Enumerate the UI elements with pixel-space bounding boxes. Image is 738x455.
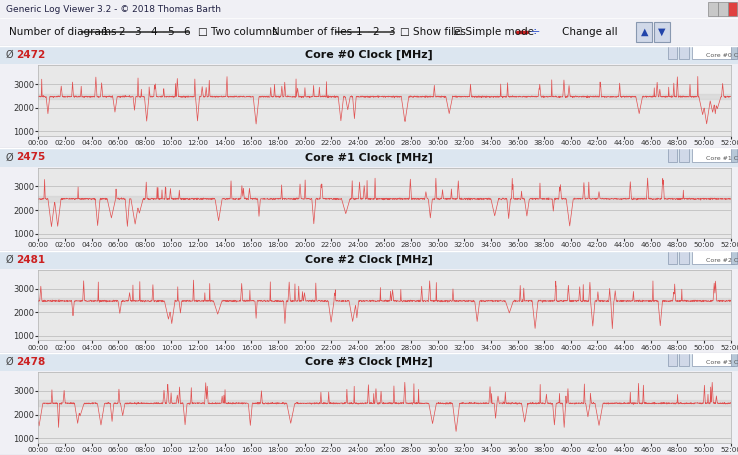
Circle shape	[162, 31, 189, 32]
Text: □ Two columns: □ Two columns	[198, 27, 277, 37]
Text: ÷: ÷	[530, 25, 540, 39]
Text: Core #3 Clock [MHz]: Core #3 Clock [MHz]	[706, 359, 738, 364]
Circle shape	[368, 31, 394, 32]
Text: 3: 3	[134, 27, 141, 37]
Circle shape	[114, 31, 140, 32]
Text: ▼: ▼	[658, 27, 666, 37]
Text: Ø: Ø	[6, 357, 13, 367]
Text: □ Show files: □ Show files	[400, 27, 466, 37]
Bar	[0, 148, 738, 167]
Text: 2481: 2481	[16, 255, 45, 265]
Bar	[731, 276, 737, 366]
Circle shape	[97, 31, 124, 32]
Text: Number of files: Number of files	[272, 27, 352, 37]
Text: Core #0 Clock [MHz]: Core #0 Clock [MHz]	[305, 50, 433, 61]
Text: Core #0 Clock [MHz]: Core #0 Clock [MHz]	[706, 53, 738, 58]
Bar	[731, 0, 737, 59]
FancyBboxPatch shape	[636, 22, 652, 42]
Circle shape	[351, 31, 378, 32]
FancyBboxPatch shape	[668, 276, 677, 366]
Text: ☑ Simple mode: ☑ Simple mode	[453, 27, 534, 37]
Text: 1: 1	[102, 27, 108, 37]
Text: Ø: Ø	[6, 152, 13, 162]
FancyBboxPatch shape	[708, 2, 718, 16]
Text: 2472: 2472	[16, 50, 46, 60]
Bar	[0, 251, 738, 269]
Text: 4: 4	[151, 27, 157, 37]
Bar	[692, 71, 734, 162]
Text: Core #2 Clock [MHz]: Core #2 Clock [MHz]	[305, 254, 433, 265]
Text: Core #2 Clock [MHz]: Core #2 Clock [MHz]	[706, 257, 738, 262]
FancyBboxPatch shape	[679, 71, 689, 162]
FancyBboxPatch shape	[668, 71, 677, 162]
Text: 2: 2	[372, 27, 379, 37]
Bar	[731, 71, 737, 162]
Bar	[0, 46, 738, 65]
Circle shape	[130, 31, 156, 32]
FancyBboxPatch shape	[728, 2, 737, 16]
Text: Core #3 Clock [MHz]: Core #3 Clock [MHz]	[305, 357, 433, 367]
Bar	[38, 94, 731, 100]
Bar	[692, 276, 734, 366]
Bar	[692, 174, 734, 264]
Text: Ø: Ø	[6, 50, 13, 60]
Text: 2: 2	[118, 27, 125, 37]
Text: Core #1 Clock [MHz]: Core #1 Clock [MHz]	[305, 152, 433, 162]
FancyBboxPatch shape	[718, 2, 728, 16]
FancyBboxPatch shape	[668, 0, 677, 59]
Bar	[38, 298, 731, 304]
Bar	[0, 353, 738, 371]
FancyBboxPatch shape	[654, 22, 670, 42]
FancyBboxPatch shape	[679, 174, 689, 264]
FancyBboxPatch shape	[668, 174, 677, 264]
Text: Ø: Ø	[6, 255, 13, 265]
Text: Change all: Change all	[562, 27, 618, 37]
Text: Number of diagrams: Number of diagrams	[9, 27, 117, 37]
Bar	[731, 174, 737, 264]
Text: ▲: ▲	[641, 27, 648, 37]
Text: 2478: 2478	[16, 357, 46, 367]
Bar	[38, 196, 731, 202]
Text: 3: 3	[388, 27, 395, 37]
Circle shape	[335, 31, 362, 32]
Text: 1: 1	[356, 27, 362, 37]
FancyBboxPatch shape	[679, 276, 689, 366]
Text: Core #1 Clock [MHz]: Core #1 Clock [MHz]	[706, 155, 738, 160]
Bar	[692, 0, 734, 59]
Text: Generic Log Viewer 3.2 - © 2018 Thomas Barth: Generic Log Viewer 3.2 - © 2018 Thomas B…	[6, 5, 221, 14]
FancyBboxPatch shape	[679, 0, 689, 59]
Text: 2475: 2475	[16, 152, 46, 162]
Circle shape	[81, 31, 108, 32]
Bar	[38, 400, 731, 406]
Text: 6: 6	[183, 27, 190, 37]
Circle shape	[146, 31, 173, 32]
Text: 5: 5	[167, 27, 173, 37]
